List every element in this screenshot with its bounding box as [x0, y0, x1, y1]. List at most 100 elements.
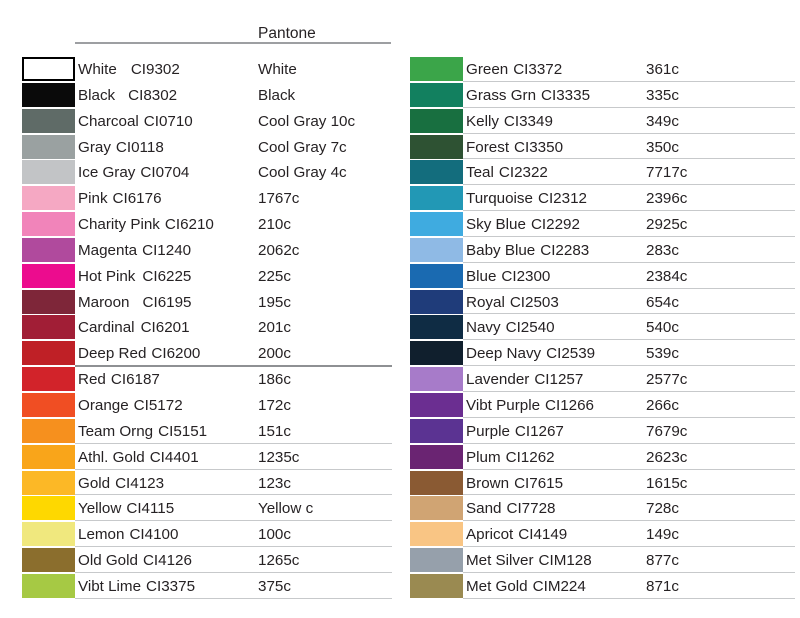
color-swatch — [22, 82, 75, 107]
color-name: Gray CI0118 — [78, 135, 164, 159]
pantone-value: 2384c — [646, 267, 688, 285]
color-swatch — [22, 548, 75, 573]
pantone-column-header: Pantone — [258, 25, 316, 42]
color-swatch — [22, 470, 75, 495]
color-name: Black CI8302 — [78, 83, 177, 107]
color-swatch — [22, 418, 75, 443]
color-row: Athl. Gold CI4401 1235c — [22, 444, 392, 471]
pantone-value: Black — [258, 86, 296, 104]
color-swatch — [22, 212, 75, 237]
row-underline — [75, 520, 392, 522]
color-code-text: CI2292 — [530, 216, 580, 234]
color-code-text: CI1267 — [514, 422, 564, 440]
color-swatch — [22, 341, 75, 366]
row-underline — [463, 132, 795, 134]
color-row: Sand CI7728 728c — [410, 496, 795, 522]
color-name-text: Athl. Gold — [78, 448, 145, 466]
row-underline — [463, 468, 795, 470]
color-swatch — [410, 237, 463, 262]
right-column: Green CI3372 361c Grass Grn CI3335 335c Kelly C… — [410, 57, 795, 600]
pantone-value: 123c — [258, 474, 291, 492]
color-swatch — [22, 134, 75, 159]
pantone-value: 540c — [646, 319, 679, 337]
pantone-value: 350c — [646, 138, 679, 156]
color-name: Cardinal CI6201 — [78, 315, 190, 339]
color-code-text: CI0118 — [115, 138, 164, 156]
color-name-text: Old Gold — [78, 552, 138, 570]
color-code-text: CIM128 — [538, 552, 592, 570]
color-name: Lemon CI4100 — [78, 522, 178, 546]
pantone-value: 375c — [258, 577, 291, 595]
color-row: Deep Red CI6200 200c — [22, 341, 392, 368]
pantone-value: 149c — [646, 526, 679, 544]
color-name-text: Forest — [466, 138, 510, 156]
color-name-text: Red — [78, 371, 106, 389]
row-underline — [463, 520, 795, 522]
color-name: Maroon CI6195 — [78, 290, 191, 314]
color-code-text: CI6210 — [164, 216, 214, 234]
pantone-value: 201c — [258, 319, 291, 337]
row-underline — [463, 442, 795, 444]
pantone-value: 283c — [646, 241, 679, 259]
color-swatch — [22, 367, 75, 392]
color-name-text: Turquoise — [466, 190, 533, 208]
pantone-value: 2623c — [646, 448, 688, 466]
pantone-value: 1615c — [646, 474, 688, 492]
pantone-value: 361c — [646, 61, 679, 78]
color-row: Charity Pink CI6210 210c — [22, 212, 392, 238]
pantone-value: Yellow c — [258, 500, 314, 518]
color-swatch — [22, 573, 75, 598]
pantone-value: 266c — [646, 396, 679, 414]
color-swatch — [410, 57, 463, 81]
color-name: Charcoal CI0710 — [78, 109, 193, 133]
color-row: Yellow CI4115 Yellow c — [22, 496, 392, 522]
color-swatch — [410, 263, 463, 288]
color-row: Gray CI0118 Cool Gray 7c — [22, 134, 392, 161]
row-underline — [463, 571, 795, 573]
color-row: Met Gold CIM224 871c — [410, 573, 795, 600]
color-name-text: Charity Pink — [78, 216, 160, 234]
color-name: Yellow CI4115 — [78, 496, 174, 520]
color-name: Green CI3372 — [466, 57, 562, 81]
color-code-text: CI7728 — [506, 500, 556, 518]
row-underline — [463, 494, 795, 496]
color-row: Ice Gray CI0704 Cool Gray 4c — [22, 160, 392, 186]
color-row: Met Silver CIM128 877c — [410, 548, 795, 574]
color-name-text: Lemon — [78, 526, 125, 544]
color-name: Athl. Gold CI4401 — [78, 445, 199, 469]
color-row: Gold CI4123 123c — [22, 470, 392, 497]
pantone-value: 1265c — [258, 552, 300, 570]
pantone-value: 7679c — [646, 422, 688, 440]
color-code-text: CI4126 — [142, 552, 192, 570]
pantone-value: 654c — [646, 293, 679, 311]
color-row: Vibt Purple CI1266 266c — [410, 392, 795, 419]
color-code-text: CI0704 — [140, 164, 190, 182]
row-underline — [463, 546, 795, 548]
color-code-text: CI3335 — [541, 86, 591, 104]
row-underline — [463, 184, 795, 186]
color-name-text: Cardinal — [78, 319, 135, 337]
row-underline — [463, 261, 795, 263]
row-underline — [75, 494, 392, 496]
color-name: Deep Red CI6200 — [78, 341, 200, 365]
pantone-value: 186c — [258, 371, 291, 389]
color-code-text: CI6225 — [142, 267, 192, 285]
color-code-text: CI4115 — [126, 500, 175, 518]
color-name: Deep Navy CI2539 — [466, 341, 595, 365]
color-name-text: Black — [78, 86, 116, 104]
color-swatch — [410, 212, 463, 237]
color-swatch — [410, 548, 463, 573]
color-name-text: Green — [466, 61, 509, 78]
color-name-text: Blue — [466, 267, 497, 285]
color-code-text: CI4149 — [518, 526, 568, 544]
pantone-value: 2062c — [258, 241, 300, 259]
color-swatch — [410, 341, 463, 366]
color-name: Kelly CI3349 — [466, 109, 553, 133]
row-underline — [75, 546, 392, 548]
color-name: Charity Pink CI6210 — [78, 212, 214, 236]
color-row: Royal CI2503 654c — [410, 289, 795, 316]
color-row: White CI9302 White — [22, 57, 392, 83]
color-row: Vibt Lime CI3375 375c — [22, 573, 392, 600]
color-row: Forest CI3350 350c — [410, 134, 795, 161]
header-underline — [75, 42, 391, 44]
